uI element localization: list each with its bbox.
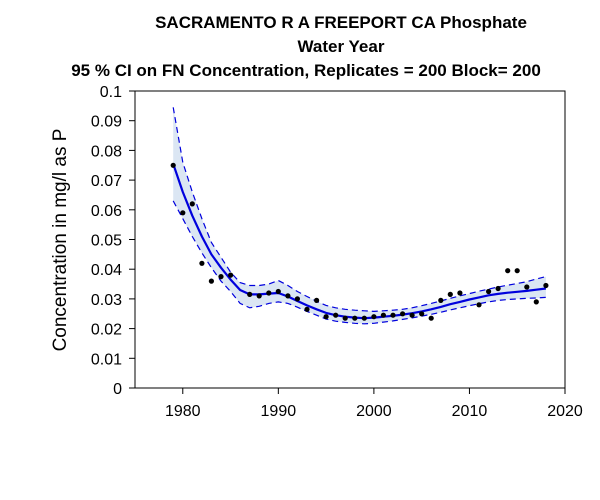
data-point: [505, 268, 511, 274]
x-tick-label: 2020: [547, 403, 583, 420]
data-point: [218, 274, 224, 280]
data-point: [543, 282, 549, 289]
data-point: [419, 311, 425, 317]
data-point: [199, 260, 205, 266]
data-point: [180, 210, 186, 216]
data-point: [314, 297, 320, 303]
data-point: [361, 315, 367, 321]
y-tick-label: 0.08: [91, 143, 122, 160]
data-point: [476, 302, 482, 308]
x-tick-label: 2010: [452, 403, 488, 420]
data-point: [266, 290, 272, 296]
fitted-trend-line: [172, 163, 547, 320]
data-point: [514, 268, 520, 274]
upper-ci-line: [172, 107, 547, 313]
data-point: [524, 284, 530, 290]
data-point: [228, 272, 234, 278]
data-point: [294, 296, 300, 302]
data-point: [533, 299, 539, 305]
y-tick-label: 0.06: [91, 203, 122, 220]
data-point: [275, 288, 281, 295]
title-line-2: Water Year: [298, 37, 385, 56]
data-point: [486, 288, 492, 295]
x-tick-label: 1990: [261, 403, 297, 420]
data-point: [208, 278, 214, 284]
y-tick-label: 0.07: [91, 173, 122, 190]
y-tick-label: 0.04: [91, 262, 122, 279]
data-point: [380, 312, 386, 318]
data-point: [457, 290, 463, 296]
data-point: [495, 285, 501, 292]
data-point: [390, 312, 396, 318]
y-tick-label: 0: [113, 381, 122, 398]
data-point: [333, 312, 339, 318]
y-tick-label: 0.03: [91, 292, 122, 309]
title-line-1: SACRAMENTO R A FREEPORT CA Phosphate: [155, 13, 527, 32]
observed-points-layer: [170, 162, 549, 321]
data-point: [170, 162, 176, 168]
data-point: [285, 293, 291, 299]
data-point: [447, 291, 453, 297]
y-tick-label: 0.09: [91, 114, 122, 131]
ci-lines-layer: [172, 107, 547, 325]
x-tick-label: 2000: [356, 403, 392, 420]
y-tick-label: 0.01: [91, 351, 122, 368]
y-axis: 0 0.01 0.02 0.03 0.04 0.05 0.06 0.07 0.08 0.09 0.1: [91, 84, 135, 398]
data-point: [342, 315, 348, 321]
data-point: [428, 315, 434, 321]
data-point: [409, 312, 415, 318]
data-point: [371, 314, 377, 320]
y-axis-label: Concentration in mg/l as P: [50, 129, 71, 352]
data-point: [352, 315, 358, 321]
data-point: [400, 311, 406, 317]
data-point: [247, 291, 253, 297]
y-tick-label: 0.02: [91, 322, 122, 339]
x-axis: 1980 1990 2000 2010 2020: [165, 388, 583, 420]
fitted-layer: [172, 163, 547, 320]
data-point: [304, 306, 310, 312]
x-tick-label: 1980: [165, 403, 201, 420]
y-tick-label: 0.05: [91, 233, 122, 250]
data-point: [189, 201, 195, 207]
title-line-3: 95 % CI on FN Concentration, Replicates …: [71, 61, 541, 80]
chart-title: SACRAMENTO R A FREEPORT CA Phosphate Wat…: [71, 13, 541, 80]
data-point: [438, 297, 444, 303]
lower-ci-line: [172, 200, 546, 325]
data-point: [323, 314, 329, 320]
y-tick-label: 0.1: [100, 84, 122, 101]
data-point: [256, 293, 262, 299]
